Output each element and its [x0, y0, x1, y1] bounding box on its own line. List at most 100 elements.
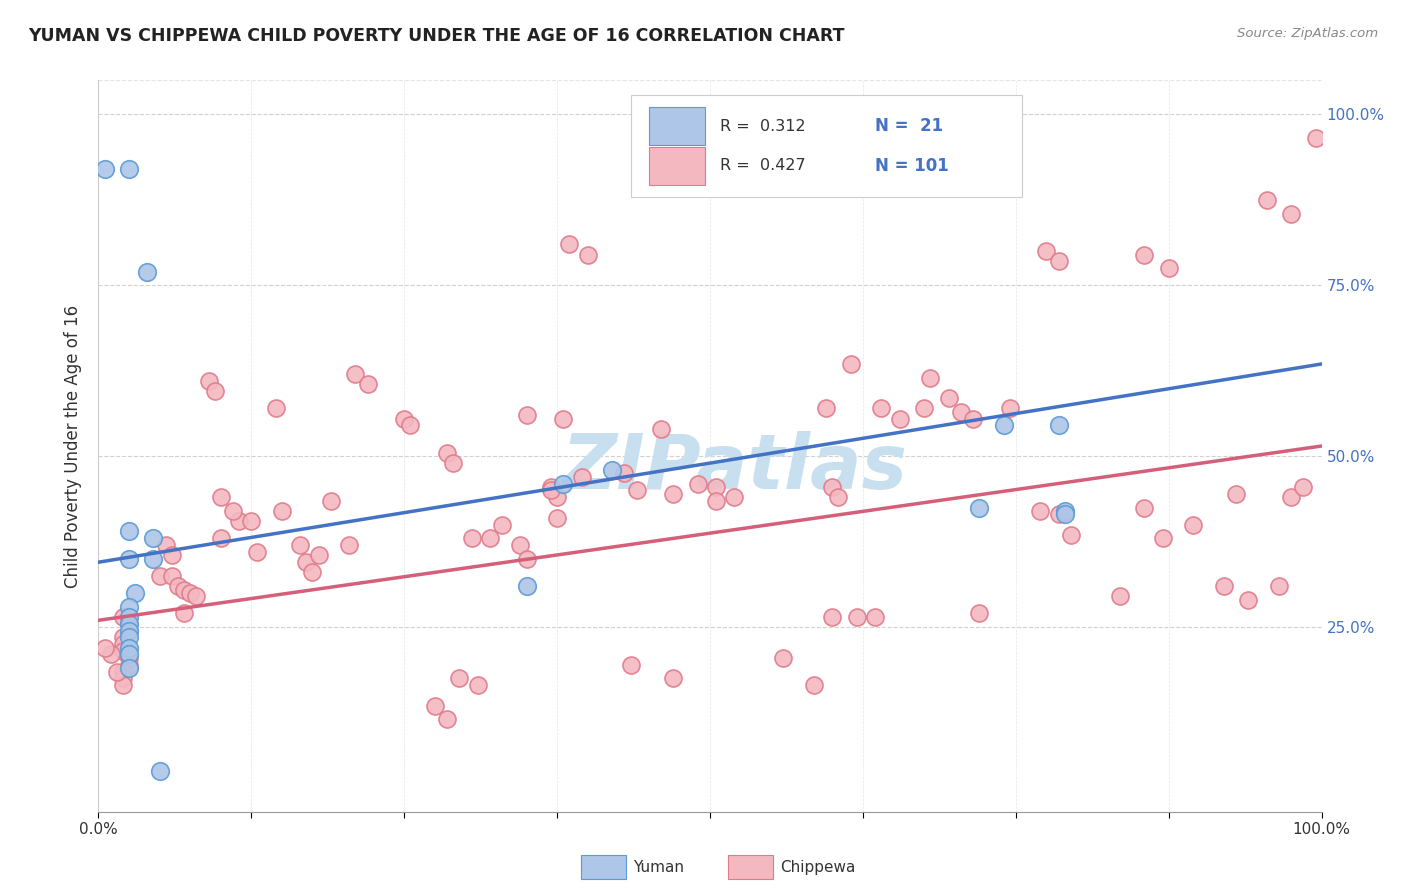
Point	[967, 500, 990, 515]
Point	[186, 590, 208, 604]
Point	[295, 555, 318, 569]
Point	[160, 549, 183, 563]
Point	[540, 483, 562, 498]
Point	[1182, 517, 1205, 532]
Point	[290, 538, 312, 552]
Point	[93, 162, 115, 177]
Point	[540, 480, 562, 494]
Point	[197, 374, 219, 388]
Point	[142, 551, 165, 566]
Point	[1225, 487, 1247, 501]
Point	[626, 483, 648, 498]
Point	[815, 401, 838, 416]
Point	[515, 579, 537, 593]
Text: ZIPatlas: ZIPatlas	[561, 431, 907, 505]
Point	[650, 422, 672, 436]
Point	[863, 610, 886, 624]
Point	[209, 531, 232, 545]
Point	[1305, 131, 1327, 145]
Point	[399, 418, 422, 433]
Point	[515, 409, 537, 423]
Point	[1279, 490, 1302, 504]
Point	[600, 463, 623, 477]
Point	[1268, 579, 1291, 593]
Point	[118, 661, 141, 675]
Point	[179, 586, 201, 600]
Point	[845, 610, 868, 624]
Point	[478, 531, 501, 545]
Point	[1157, 261, 1180, 276]
Text: Source: ZipAtlas.com: Source: ZipAtlas.com	[1237, 27, 1378, 40]
Point	[1060, 528, 1083, 542]
Point	[803, 678, 825, 692]
Point	[319, 493, 342, 508]
Point	[546, 510, 568, 524]
Point	[704, 480, 727, 494]
Point	[173, 582, 195, 597]
Point	[142, 531, 165, 545]
Point	[204, 384, 226, 399]
Point	[821, 480, 844, 494]
Point	[1053, 508, 1076, 522]
Text: N = 101: N = 101	[875, 157, 949, 175]
Point	[441, 456, 464, 470]
Point	[111, 644, 134, 658]
Text: R =  0.312: R = 0.312	[720, 119, 806, 134]
Point	[662, 162, 685, 177]
Point	[686, 476, 709, 491]
Point	[1035, 244, 1057, 259]
Point	[160, 569, 183, 583]
Point	[118, 624, 141, 638]
Text: R =  0.427: R = 0.427	[720, 159, 806, 173]
Point	[270, 504, 294, 518]
Point	[124, 586, 146, 600]
Point	[118, 624, 141, 638]
Point	[1237, 592, 1260, 607]
Point	[436, 446, 458, 460]
Point	[1256, 193, 1278, 207]
Point	[546, 490, 568, 504]
Point	[1292, 480, 1315, 494]
Point	[118, 610, 141, 624]
Point	[509, 538, 531, 552]
Point	[553, 476, 575, 491]
Point	[118, 551, 141, 566]
FancyBboxPatch shape	[650, 147, 706, 185]
FancyBboxPatch shape	[630, 95, 1022, 197]
Point	[576, 247, 599, 261]
Point	[149, 569, 172, 583]
Point	[167, 579, 190, 593]
Point	[118, 648, 141, 662]
Point	[1108, 590, 1130, 604]
Text: N =  21: N = 21	[875, 118, 943, 136]
Point	[821, 610, 844, 624]
Point	[149, 764, 172, 778]
Point	[118, 657, 141, 672]
Point	[136, 265, 159, 279]
Point	[571, 469, 593, 483]
Point	[467, 678, 489, 692]
Point	[155, 538, 177, 552]
Point	[118, 162, 141, 177]
Point	[118, 640, 141, 655]
Point	[118, 599, 141, 614]
Point	[920, 370, 942, 384]
Point	[337, 538, 360, 552]
Point	[118, 616, 141, 631]
Point	[1053, 504, 1076, 518]
Point	[105, 665, 128, 679]
Point	[827, 490, 849, 504]
Point	[1047, 508, 1070, 522]
Point	[870, 401, 893, 416]
Point	[839, 357, 862, 371]
Point	[553, 411, 575, 425]
Point	[1152, 531, 1174, 545]
Point	[118, 631, 141, 645]
Point	[460, 531, 482, 545]
Point	[613, 467, 636, 481]
Point	[1133, 500, 1156, 515]
Point	[491, 517, 513, 532]
Point	[436, 713, 458, 727]
Point	[344, 368, 367, 382]
Point	[93, 640, 115, 655]
